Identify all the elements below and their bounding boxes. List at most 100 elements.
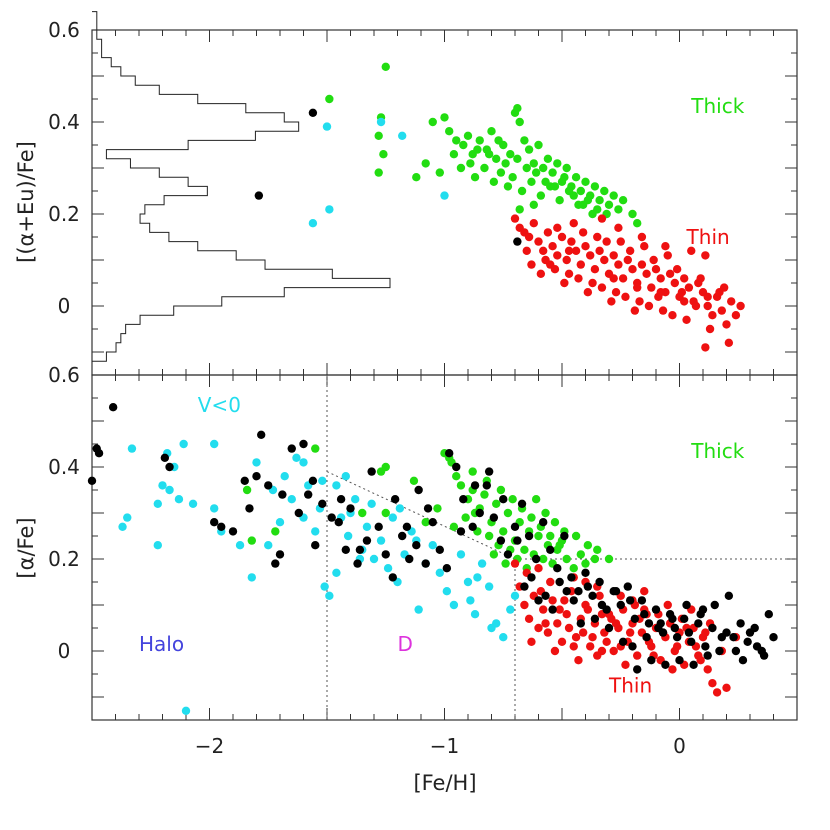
thick-star-point bbox=[475, 136, 484, 145]
thick-star-point bbox=[484, 150, 494, 159]
unclassified-star-point bbox=[398, 531, 407, 541]
unclassified-star-point bbox=[520, 582, 529, 591]
top-panel-frame bbox=[91, 29, 798, 376]
unclassified-star-point bbox=[670, 623, 679, 633]
unclassified-star-point bbox=[482, 481, 491, 490]
unclassified-star-point bbox=[759, 651, 769, 660]
thick-star-point bbox=[470, 173, 480, 182]
unclassified-star-point bbox=[318, 499, 327, 508]
thick-star-point bbox=[381, 462, 390, 472]
thin-star-point bbox=[668, 311, 677, 320]
unclassified-star-point bbox=[637, 596, 647, 605]
thin-star-point bbox=[557, 232, 567, 242]
thin-star-point bbox=[576, 260, 585, 269]
thin-star-point bbox=[724, 338, 734, 347]
thick-star-point bbox=[515, 205, 524, 214]
unclassified-star-point bbox=[708, 623, 717, 633]
thick-star-point bbox=[499, 527, 508, 536]
unclassified-star-point bbox=[625, 596, 635, 605]
halo-star-point bbox=[264, 541, 273, 550]
thick-star-point bbox=[374, 131, 383, 140]
thick-star-point bbox=[534, 531, 543, 541]
thin-star-point bbox=[630, 306, 640, 315]
thin-star-point bbox=[578, 628, 588, 637]
thin-star-point bbox=[553, 619, 562, 628]
unclassified-star-point bbox=[308, 108, 318, 118]
thin-star-point bbox=[614, 223, 623, 232]
unclassified-star-point bbox=[590, 614, 600, 623]
thin-star-point bbox=[597, 283, 607, 292]
thick-star-point bbox=[506, 150, 515, 159]
top-panel-labels: Thick Thin bbox=[686, 94, 745, 249]
unclassified-star-point bbox=[745, 628, 755, 637]
thin-star-point bbox=[663, 251, 672, 260]
top-y-axis-title: [(α+Eu)/Fe] bbox=[14, 141, 38, 263]
thin-star-point bbox=[696, 656, 705, 665]
thin-star-point bbox=[574, 656, 583, 665]
unclassified-star-point bbox=[769, 633, 778, 642]
halo-star-point bbox=[376, 536, 386, 545]
unclassified-star-point bbox=[108, 403, 118, 412]
thin-star-point bbox=[618, 274, 628, 283]
thin-star-point bbox=[701, 628, 710, 637]
thick-star-point bbox=[459, 140, 468, 150]
thick-star-point bbox=[409, 476, 419, 485]
unclassified-star-point bbox=[764, 610, 773, 619]
unclassified-star-point bbox=[421, 559, 430, 568]
unclassified-star-point bbox=[675, 656, 684, 665]
thin-star-point bbox=[628, 265, 637, 274]
y-tick-label: 0.6 bbox=[48, 18, 80, 42]
thin-star-point bbox=[569, 219, 578, 228]
thick-star-point bbox=[583, 541, 593, 550]
halo-star-point bbox=[275, 518, 285, 527]
halo-star-point bbox=[299, 458, 308, 467]
thick-star-point bbox=[494, 136, 503, 145]
thick-star-point bbox=[484, 531, 494, 541]
thin-star-point bbox=[614, 260, 623, 269]
unclassified-star-point bbox=[581, 568, 590, 577]
halo-star-point bbox=[473, 573, 482, 582]
thin-star-point bbox=[656, 288, 665, 297]
thin-star-point bbox=[611, 288, 621, 297]
unclassified-star-point bbox=[644, 619, 654, 628]
halo-star-point bbox=[376, 117, 386, 127]
thin-star-point bbox=[548, 242, 557, 251]
thick-star-point bbox=[433, 504, 442, 513]
halo-star-point bbox=[484, 582, 494, 591]
thin-star-point bbox=[663, 600, 672, 610]
thin-star-point bbox=[722, 683, 731, 692]
halo-star-point bbox=[506, 605, 515, 614]
bottom-panel: 0 0.2 0.4 −2 −1 0 V<0 Thick Halo D Thin [α/Fe] [F… bbox=[14, 374, 798, 795]
thick-star-point bbox=[247, 536, 256, 545]
top-panel: 0 0.2 0.4 0.6 0.6 Thick Thin [(α+Eu)/Fe] bbox=[14, 11, 798, 387]
top-panel-ticks: 0 0.2 0.4 0.6 0.6 bbox=[48, 18, 798, 387]
thick-star-point bbox=[546, 531, 555, 541]
thick-star-point bbox=[614, 205, 623, 214]
thin-star-point bbox=[553, 251, 562, 260]
unclassified-star-point bbox=[499, 495, 508, 504]
thin-star-point bbox=[586, 642, 595, 651]
unclassified-star-point bbox=[710, 600, 719, 610]
bottom-y-axis-title: [α/Fe] bbox=[14, 517, 38, 578]
halo-star-point bbox=[123, 513, 132, 522]
unclassified-star-point bbox=[534, 596, 543, 605]
unclassified-star-point bbox=[682, 600, 691, 610]
thin-star-point bbox=[593, 651, 602, 660]
thin-star-point bbox=[560, 278, 569, 288]
thin-star-point bbox=[571, 246, 581, 255]
unclassified-star-point bbox=[252, 472, 261, 481]
thick-star-point bbox=[550, 518, 560, 527]
unclassified-star-point bbox=[597, 600, 607, 610]
thin-star-point bbox=[703, 292, 712, 301]
unclassified-star-point bbox=[353, 559, 362, 568]
thick-star-point bbox=[381, 62, 390, 71]
thick-star-point bbox=[515, 117, 524, 127]
thick-star-point bbox=[381, 508, 390, 518]
thin-star-point bbox=[539, 605, 548, 614]
halo-star-point bbox=[153, 541, 162, 550]
unclassified-star-point bbox=[92, 444, 101, 453]
thin-star-point bbox=[625, 628, 635, 637]
thick-star-point bbox=[553, 159, 562, 168]
unclassified-star-point bbox=[456, 527, 466, 536]
unclassified-star-point bbox=[489, 513, 499, 522]
